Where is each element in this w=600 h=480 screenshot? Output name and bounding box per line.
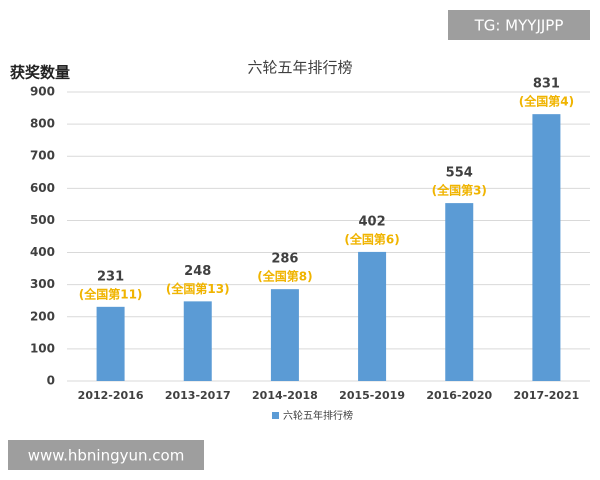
watermark: www.hbningyun.com: [28, 447, 185, 465]
watermark-box: [8, 440, 204, 470]
value-label: 286: [271, 252, 298, 267]
bar: [358, 251, 387, 381]
y-axis-label: 获奖数量: [10, 64, 70, 82]
y-tick-label: 700: [30, 149, 55, 163]
bar: [270, 289, 299, 381]
watermark: TG: MYYJJPP: [474, 17, 564, 35]
y-tick-label: 300: [30, 277, 55, 291]
annotation: (全国第4): [519, 94, 574, 109]
bar: [183, 301, 212, 381]
legend-swatch: [272, 412, 279, 419]
value-label: 554: [446, 166, 473, 181]
x-tick-label: 2016-2020: [426, 389, 492, 402]
bar: [532, 114, 561, 381]
value-label: 831: [533, 77, 560, 92]
bar: [445, 203, 474, 381]
y-tick-label: 400: [30, 245, 55, 259]
annotation: (全国第13): [166, 281, 230, 296]
y-tick-label: 200: [30, 309, 55, 323]
annotation: (全国第11): [79, 286, 143, 301]
x-tick-label: 2015-2019: [339, 389, 405, 402]
chart-title: 六轮五年排行榜: [247, 59, 352, 77]
y-tick-label: 500: [30, 213, 55, 227]
x-tick-label: 2014-2018: [252, 389, 318, 402]
annotation: (全国第3): [432, 183, 487, 198]
y-tick-label: 600: [30, 181, 55, 195]
value-label: 231: [97, 269, 124, 284]
x-tick-label: 2013-2017: [165, 389, 231, 402]
x-tick-label: 2012-2016: [78, 389, 144, 402]
bar: [96, 306, 125, 381]
annotation: (全国第6): [344, 231, 399, 246]
y-tick-label: 800: [30, 117, 55, 131]
x-tick-label: 2017-2021: [514, 389, 580, 402]
y-tick-label: 100: [30, 341, 55, 355]
watermark-box: [448, 10, 590, 40]
value-label: 402: [359, 214, 386, 229]
value-label: 248: [184, 264, 211, 279]
legend-label: 六轮五年排行榜: [283, 409, 353, 422]
y-tick-label: 900: [30, 85, 55, 99]
annotation: (全国第8): [257, 269, 312, 284]
y-tick-label: 0: [47, 374, 55, 388]
